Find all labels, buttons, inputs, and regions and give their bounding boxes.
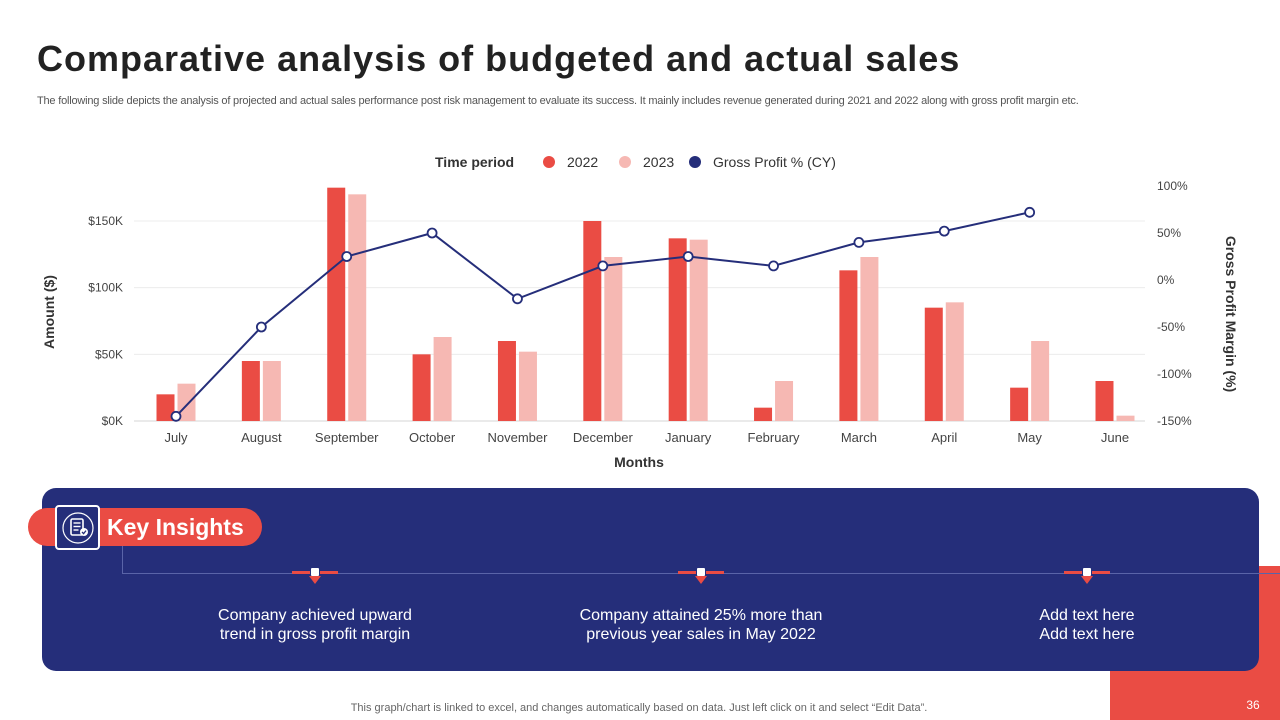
bar-2023-november	[519, 352, 537, 421]
x-tick-label: September	[315, 430, 379, 445]
bar-2023-february	[775, 381, 793, 421]
x-tick-label: August	[241, 430, 282, 445]
x-tick-label: July	[164, 430, 188, 445]
y2-tick-label: 100%	[1157, 179, 1188, 193]
legend-label-2023: 2023	[643, 154, 674, 170]
bar-2023-may	[1031, 341, 1049, 421]
footer-note: This graph/chart is linked to excel, and…	[0, 702, 1280, 714]
gross-profit-point	[257, 323, 266, 332]
bar-2022-august	[242, 361, 260, 421]
x-tick-label: January	[665, 430, 712, 445]
bar-2023-september	[348, 194, 366, 421]
y-tick-label: $100K	[88, 281, 123, 295]
bar-2023-january	[690, 240, 708, 421]
x-tick-label: June	[1101, 430, 1129, 445]
y-axis-title: Amount ($)	[41, 275, 57, 349]
insight-text-1: Company achieved upward trend in gross p…	[165, 606, 465, 644]
insight-1-line-2: trend in gross profit margin	[165, 625, 465, 644]
x-tick-label: November	[487, 430, 548, 445]
x-tick-label: February	[748, 430, 801, 445]
bar-2023-october	[434, 337, 452, 421]
gross-profit-point	[1025, 208, 1034, 217]
legend-swatch-2022	[543, 156, 555, 168]
insight-text-3: Add text here Add text here	[937, 606, 1237, 644]
legend-title: Time period	[435, 154, 514, 170]
insight-marker-3	[1064, 566, 1110, 586]
bar-2023-december	[604, 257, 622, 421]
bar-2022-october	[413, 354, 431, 421]
bar-2022-march	[839, 270, 857, 421]
bar-2022-september	[327, 188, 345, 421]
legend-label-2022: 2022	[567, 154, 598, 170]
bar-2022-may	[1010, 388, 1028, 421]
x-tick-label: April	[931, 430, 957, 445]
insight-text-2: Company attained 25% more than previous …	[551, 606, 851, 644]
gross-profit-point	[940, 227, 949, 236]
y-tick-label: $0K	[102, 414, 123, 428]
legend-swatch-gross-profit	[689, 156, 701, 168]
insight-3-line-2: Add text here	[937, 625, 1237, 644]
x-tick-label: December	[573, 430, 634, 445]
document-list-icon	[55, 505, 100, 550]
y2-tick-label: 0%	[1157, 273, 1175, 287]
y2-tick-label: 50%	[1157, 226, 1181, 240]
gross-profit-point	[342, 252, 351, 261]
page-subtitle: The following slide depicts the analysis…	[37, 95, 1079, 107]
insight-marker-2	[678, 566, 724, 586]
y2-tick-label: -50%	[1157, 320, 1185, 334]
x-tick-label: October	[409, 430, 456, 445]
page-number: 36	[1240, 698, 1266, 712]
x-tick-label: March	[841, 430, 877, 445]
y-tick-label: $150K	[88, 214, 123, 228]
insight-marker-1	[292, 566, 338, 586]
gross-profit-point	[428, 229, 437, 238]
key-insights-title: Key Insights	[107, 514, 244, 541]
gross-profit-point	[598, 261, 607, 270]
gross-profit-point	[769, 261, 778, 270]
gross-profit-point	[172, 412, 181, 421]
gross-profit-point	[854, 238, 863, 247]
bar-2022-december	[583, 221, 601, 421]
bar-2023-august	[263, 361, 281, 421]
insight-2-line-1: Company attained 25% more than	[551, 606, 851, 625]
legend-swatch-2023	[619, 156, 631, 168]
gross-profit-point	[684, 252, 693, 261]
insight-1-line-1: Company achieved upward	[165, 606, 465, 625]
bar-2023-june	[1117, 416, 1135, 421]
legend-label-gross-profit: Gross Profit % (CY)	[713, 154, 836, 170]
y2-tick-label: -150%	[1157, 414, 1192, 428]
bar-2023-april	[946, 302, 964, 421]
insight-2-line-2: previous year sales in May 2022	[551, 625, 851, 644]
y2-tick-label: -100%	[1157, 367, 1192, 381]
x-axis-title: Months	[614, 454, 664, 470]
bar-2022-november	[498, 341, 516, 421]
insight-3-line-1: Add text here	[937, 606, 1237, 625]
bar-2023-march	[860, 257, 878, 421]
bar-2022-january	[669, 238, 687, 421]
gross-profit-line	[176, 212, 1030, 416]
y-tick-label: $50K	[95, 347, 123, 361]
y2-axis-title: Gross Profit Margin (%)	[1223, 236, 1239, 392]
x-tick-label: May	[1017, 430, 1042, 445]
page-title: Comparative analysis of budgeted and act…	[37, 38, 960, 80]
bar-2022-april	[925, 308, 943, 421]
bar-2022-february	[754, 408, 772, 421]
bar-2022-june	[1096, 381, 1114, 421]
sales-combo-chart: $0K $50K $100K $150K -150% -100% -50% 0% 50% 100%…	[0, 140, 1280, 480]
gross-profit-point	[513, 294, 522, 303]
